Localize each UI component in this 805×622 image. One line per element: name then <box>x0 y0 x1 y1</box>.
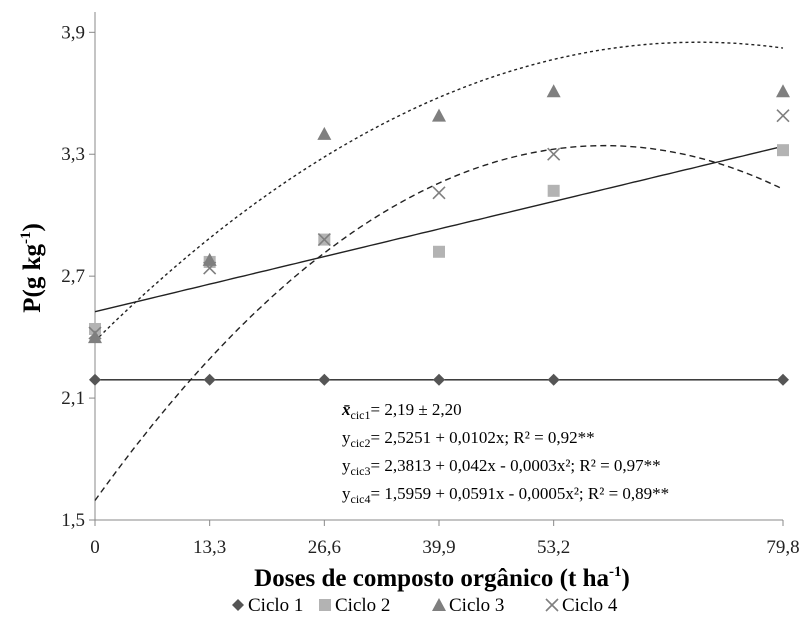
point-ciclo-3 <box>546 84 561 98</box>
y-tick-labels: 1,5 2,1 2,7 3,3 3,9 <box>61 22 95 531</box>
regression-equations: x̄cic1= 2,19 ± 2,20 ycic2= 2,5251 + 0,010… <box>341 400 669 506</box>
point-ciclo-3 <box>776 84 790 98</box>
point-ciclo-1 <box>547 373 560 386</box>
x-tick-label: 39,9 <box>422 537 455 558</box>
y-tick-label: 1,5 <box>61 510 85 531</box>
y-tick-label: 3,3 <box>61 144 85 165</box>
equation-cic2: ycic2= 2,5251 + 0,0102x; R² = 0,92** <box>342 428 595 450</box>
x-tick-label: 13,3 <box>193 537 226 558</box>
point-ciclo-1 <box>89 373 101 386</box>
point-ciclo-1 <box>318 373 331 386</box>
fit-line-ciclo-3 <box>94 41 784 342</box>
point-ciclo-4 <box>203 261 217 275</box>
point-ciclo-4 <box>88 326 102 340</box>
y-axis-title: P(g kg-1) <box>18 223 46 313</box>
point-ciclo-1 <box>203 373 216 386</box>
point-ciclo-1 <box>777 373 789 386</box>
x-tick-label: 53,2 <box>537 537 570 558</box>
legend: Ciclo 1 Ciclo 2 Ciclo 3 Ciclo 4 <box>232 595 618 616</box>
legend-label-ciclo-2: Ciclo 2 <box>335 595 390 616</box>
equation-cic1: x̄cic1= 2,19 ± 2,20 <box>341 400 462 422</box>
data-points <box>88 84 790 386</box>
point-ciclo-4 <box>432 186 446 200</box>
point-ciclo-2 <box>547 184 560 197</box>
x-tick-label: 79,8 <box>766 537 799 558</box>
x-axis-title: Doses de composto orgânico (t ha-1) <box>254 564 630 592</box>
legend-marker-ciclo-1 <box>232 599 244 611</box>
fit-line-ciclo-4 <box>94 144 784 501</box>
point-ciclo-4 <box>776 109 790 123</box>
legend-marker-ciclo-3 <box>432 598 446 611</box>
point-ciclo-4 <box>317 233 331 247</box>
point-ciclo-3 <box>432 108 446 122</box>
x-tick-label: 26,6 <box>308 537 341 558</box>
point-ciclo-1 <box>433 373 445 386</box>
legend-label-ciclo-4: Ciclo 4 <box>562 595 618 616</box>
point-ciclo-3 <box>88 330 102 344</box>
legend-marker-ciclo-4 <box>545 598 559 612</box>
point-ciclo-2 <box>433 245 445 258</box>
point-ciclo-3 <box>202 252 217 266</box>
legend-label-ciclo-3: Ciclo 3 <box>449 595 504 616</box>
y-tick-label: 2,7 <box>61 266 85 287</box>
legend-label-ciclo-1: Ciclo 1 <box>248 595 303 616</box>
point-ciclo-2 <box>89 322 101 335</box>
y-tick-label: 3,9 <box>61 22 85 43</box>
point-ciclo-2 <box>777 144 789 157</box>
x-tick-label: 0 <box>90 537 100 558</box>
point-ciclo-3 <box>317 126 332 140</box>
point-ciclo-4 <box>547 147 561 161</box>
legend-marker-ciclo-2 <box>319 599 331 611</box>
y-tick-label: 2,1 <box>61 388 85 409</box>
equation-cic3: ycic3= 2,3813 + 0,042x - 0,0003x²; R² = … <box>342 456 661 478</box>
x-tick-labels: 0 13,3 26,6 39,9 53,2 79,8 <box>90 520 800 558</box>
fit-line-ciclo-2 <box>94 145 784 313</box>
equation-cic4: ycic4= 1,5959 + 0,0591x - 0,0005x²; R² =… <box>342 484 669 506</box>
